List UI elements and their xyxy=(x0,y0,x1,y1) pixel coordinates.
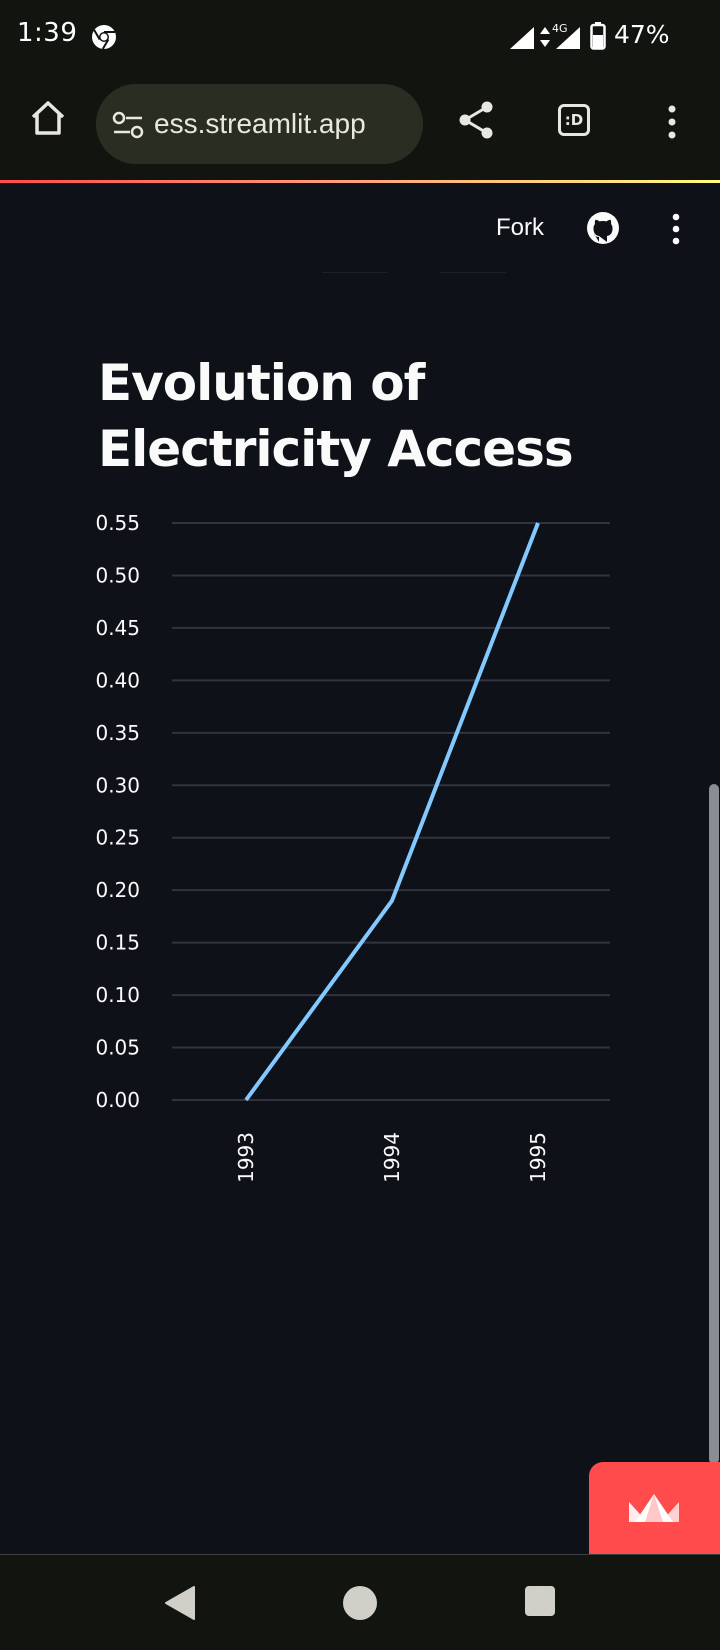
status-time: 1:39 xyxy=(17,18,78,48)
divider xyxy=(322,272,388,273)
home-circle-icon[interactable] xyxy=(342,1585,378,1621)
divider xyxy=(440,272,506,273)
page-load-decoration xyxy=(0,180,720,183)
page-title: Evolution of Electricity Access xyxy=(98,354,574,478)
battery-icon xyxy=(590,22,606,50)
signal-icon xyxy=(556,27,580,49)
kebab-menu-icon[interactable] xyxy=(664,212,688,246)
streamlit-badge[interactable] xyxy=(589,1462,720,1554)
y-tick-label: 0.35 xyxy=(95,721,140,745)
address-bar[interactable]: ess.streamlit.app xyxy=(96,84,423,164)
status-bar: 1:39 4G 47% xyxy=(0,0,720,76)
streamlit-crown-icon xyxy=(629,1494,679,1522)
y-tick-label: 0.15 xyxy=(95,931,140,955)
url-text[interactable]: ess.streamlit.app xyxy=(154,108,366,139)
recents-icon[interactable] xyxy=(524,1585,556,1617)
site-settings-icon[interactable] xyxy=(112,110,144,140)
tab-switcher-button[interactable]: :D xyxy=(558,104,590,136)
series-line xyxy=(244,522,540,1102)
y-tick-label: 0.05 xyxy=(95,1036,140,1060)
home-icon[interactable] xyxy=(28,98,68,138)
github-icon[interactable] xyxy=(586,211,620,245)
system-nav-bar xyxy=(0,1555,720,1650)
scrollbar-thumb[interactable] xyxy=(709,784,719,1464)
browser-toolbar: ess.streamlit.app :D xyxy=(0,76,720,180)
back-icon[interactable] xyxy=(162,1583,198,1623)
y-tick-label: 0.55 xyxy=(95,511,140,535)
y-tick-label: 0.40 xyxy=(95,668,140,692)
y-tick-label: 0.00 xyxy=(95,1088,140,1112)
battery-percentage: 47% xyxy=(614,20,670,49)
signal-icon xyxy=(510,27,534,49)
data-arrows-icon xyxy=(540,27,550,47)
network-type: 4G xyxy=(552,22,568,35)
x-tick-label: 1994 xyxy=(380,1132,404,1183)
kebab-menu-icon[interactable] xyxy=(660,102,684,142)
y-tick-label: 0.20 xyxy=(95,878,140,902)
y-tick-label: 0.25 xyxy=(95,826,140,850)
y-tick-label: 0.45 xyxy=(95,616,140,640)
chrome-icon xyxy=(92,25,116,50)
y-tick-label: 0.50 xyxy=(95,563,140,587)
y-tick-label: 0.30 xyxy=(95,773,140,797)
x-tick-label: 1995 xyxy=(526,1132,550,1183)
share-icon[interactable] xyxy=(456,100,496,140)
x-tick-label: 1993 xyxy=(234,1132,258,1183)
divider xyxy=(0,1554,720,1555)
y-tick-label: 0.10 xyxy=(95,983,140,1007)
fork-link[interactable]: Fork xyxy=(496,214,544,241)
